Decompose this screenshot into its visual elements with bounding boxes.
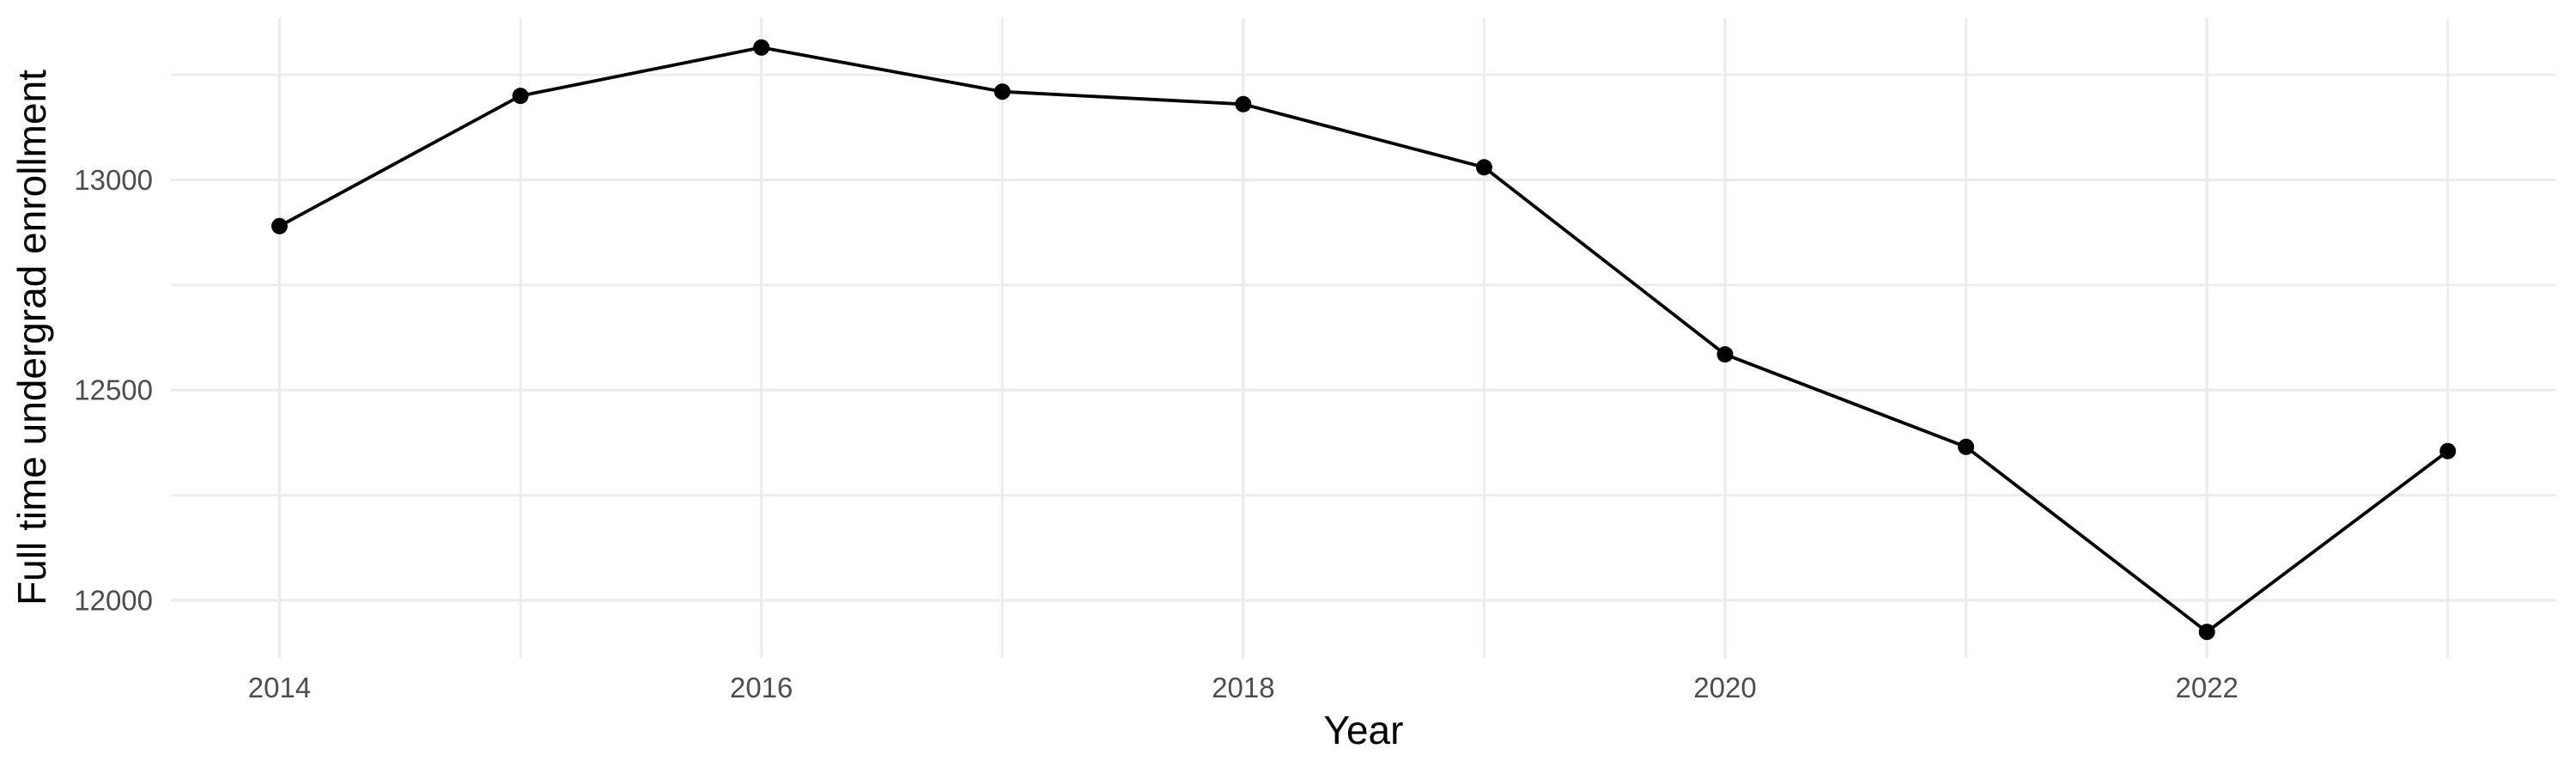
data-point [2198, 624, 2215, 641]
data-point [1716, 346, 1734, 363]
data-point [753, 39, 770, 56]
y-axis-title: Full time undergrad enrollment [9, 70, 54, 606]
y-tick-label: 12500 [74, 374, 153, 406]
y-axis-tick-labels: 12000 12500 13000 [74, 164, 153, 616]
y-tick-label: 13000 [74, 164, 153, 196]
x-axis-title: Year [1324, 708, 1404, 752]
data-point [271, 217, 288, 234]
x-tick-label: 2016 [730, 672, 793, 703]
major-gridlines [171, 18, 2556, 658]
minor-gridlines [171, 18, 2556, 658]
x-tick-label: 2022 [2175, 672, 2238, 703]
x-axis-tick-labels: 2014 2016 2018 2020 2022 [248, 672, 2239, 703]
x-tick-label: 2014 [248, 672, 311, 703]
data-point [1475, 159, 1492, 176]
data-point [1958, 438, 1975, 455]
data-point [993, 83, 1011, 100]
x-tick-label: 2020 [1693, 672, 1756, 703]
y-tick-label: 12000 [74, 584, 153, 616]
data-point [1235, 95, 1252, 113]
data-point [512, 88, 529, 105]
trend-line [278, 46, 2449, 634]
data-point [2439, 442, 2457, 460]
x-tick-label: 2018 [1212, 672, 1274, 703]
data-points [271, 39, 2457, 641]
